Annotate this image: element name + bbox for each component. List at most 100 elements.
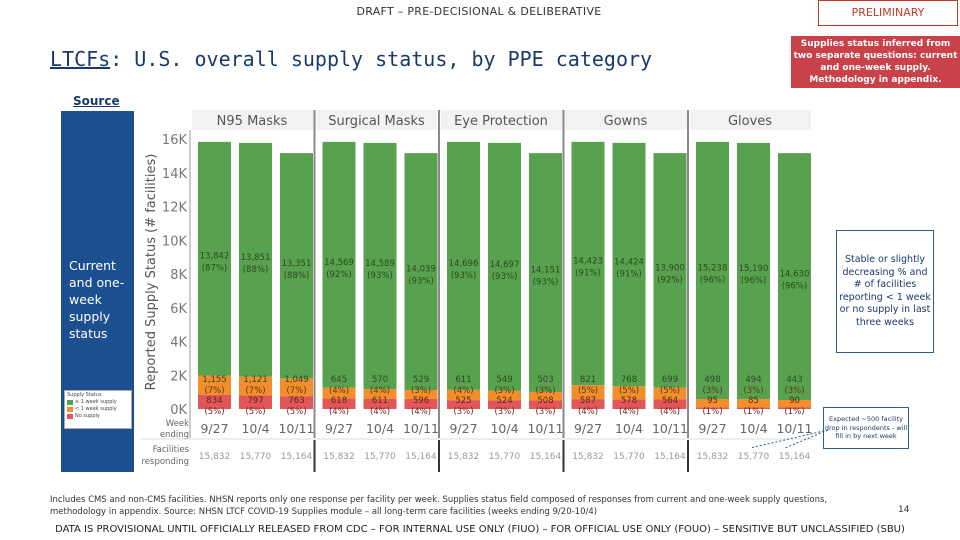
bar-red (198, 394, 231, 409)
stacked-bar-chart: Reported Supply Status (# facilities) 0K 2… (140, 110, 815, 472)
label-orange-value: 529 (413, 375, 429, 385)
bar-orange (612, 386, 646, 400)
week-tick: 9/27 (449, 421, 477, 436)
label-orange-value: 498 (704, 375, 720, 385)
bar-green (198, 141, 231, 376)
draft-banner: DRAFT – PRE-DECISIONAL & DELIBERATIVE (356, 5, 602, 18)
note-pointer-lines (749, 429, 829, 449)
facilities-label: Facilities (153, 445, 190, 455)
footnote: Includes CMS and non-CMS facilities. NHS… (50, 495, 828, 517)
stable-note-text: Stable or slightly decreasing % and # of… (839, 254, 931, 328)
bar-orange (571, 385, 605, 400)
week-tick: 9/27 (200, 421, 228, 436)
facilities-value: 15,164 (654, 452, 686, 462)
label-red-value: 611 (372, 396, 388, 406)
label-red-pct: (4%) (411, 407, 431, 417)
legend-item-green: ≥ 1 week supply (67, 399, 129, 405)
label-green-pct: (88%) (243, 265, 269, 275)
source-link[interactable]: Source (73, 94, 120, 108)
label-red-value: 763 (288, 396, 304, 406)
facilities-value: 15,832 (572, 452, 604, 462)
label-red-value: 797 (247, 396, 263, 406)
label-red-value: 90 (789, 396, 800, 406)
y-tick-label: 16K (162, 133, 188, 148)
week-tick: 10/4 (739, 421, 767, 436)
page-title: LTCFs: U.S. overall supply status, by PP… (50, 47, 652, 71)
label-red-value: 596 (413, 396, 429, 406)
bar-green (612, 142, 646, 387)
week-tick: 10/4 (241, 421, 269, 436)
label-orange-pct: (3%) (494, 386, 514, 396)
y-tick-label: 2K (170, 369, 187, 384)
methodology-callout-text: Supplies status inferred from two separa… (793, 39, 958, 85)
panel-header-bg (441, 110, 562, 130)
label-orange-pct: (7%) (286, 386, 306, 396)
label-green-pct: (91%) (575, 269, 601, 279)
label-red-value: 834 (206, 396, 222, 406)
bar-orange (239, 376, 272, 396)
label-orange-value: 494 (745, 375, 761, 385)
label-green-value: 14,697 (490, 260, 520, 270)
bar-red (612, 399, 646, 409)
label-green-pct: (92%) (657, 275, 683, 285)
label-orange-value: 1,121 (243, 375, 267, 385)
bar-orange (322, 387, 356, 399)
label-orange-pct: (3%) (535, 386, 555, 396)
legend: Supply Status ≥ 1 week supply < 1 week s… (64, 390, 132, 429)
label-red-pct: (4%) (370, 407, 390, 417)
methodology-callout: Supplies status inferred from two separa… (791, 36, 960, 88)
bar-red (696, 407, 729, 409)
bar-red (737, 407, 770, 409)
label-green-pct: (96%) (741, 276, 767, 286)
page-number: 14 (898, 505, 910, 515)
label-red-value: 564 (662, 396, 678, 406)
bar-red (363, 398, 397, 409)
label-red-value: 524 (496, 396, 512, 406)
week-tick: 9/27 (698, 421, 726, 436)
label-orange-value: 503 (537, 375, 553, 385)
label-green-value: 14,423 (573, 257, 603, 267)
label-orange-pct: (4%) (453, 386, 473, 396)
bar-red (404, 398, 438, 409)
week-tick: 10/11 (527, 421, 563, 436)
label-orange-pct: (4%) (329, 386, 349, 396)
bar-green (488, 142, 521, 391)
label-orange-value: 611 (455, 375, 471, 385)
label-orange-value: 699 (662, 375, 678, 385)
label-red-value: 508 (537, 396, 553, 406)
bar-orange (198, 375, 231, 395)
label-green-pct: (88%) (284, 271, 310, 281)
title-ltcfs-link[interactable]: LTCFs (50, 47, 111, 71)
facilities-value: 15,770 (364, 452, 396, 462)
week-tick: 10/11 (278, 421, 314, 436)
label-red-pct: (1%) (702, 407, 722, 417)
bar-orange (447, 389, 480, 401)
label-orange-pct: (5%) (660, 386, 680, 396)
label-orange-value: 768 (621, 375, 637, 385)
label-green-value: 14,630 (780, 270, 810, 280)
panel-header-bg (565, 110, 687, 130)
panel-header-2: Eye Protection (454, 114, 548, 129)
label-orange-pct: (3%) (702, 386, 722, 396)
y-tick-label: 10K (162, 234, 188, 249)
week-tick: 9/27 (574, 421, 602, 436)
label-green-pct: (96%) (782, 282, 808, 292)
label-red-pct: (3%) (535, 407, 555, 417)
facilities-value: 15,164 (779, 452, 811, 462)
week-tick: 10/4 (366, 421, 394, 436)
label-red-pct: (1%) (784, 407, 804, 417)
facilities-value: 15,832 (448, 452, 480, 462)
bar-green (696, 141, 729, 399)
facilities-value: 15,770 (489, 452, 521, 462)
label-green-value: 14,589 (365, 259, 395, 269)
label-green-pct: (92%) (326, 270, 352, 280)
y-axis-label: Reported Supply Status (# facilities) (144, 154, 159, 391)
bar-orange (488, 390, 521, 401)
bar-green (447, 141, 480, 390)
panel-header-4: Gloves (728, 114, 772, 129)
label-green-pct: (96%) (700, 275, 726, 285)
stable-note: Stable or slightly decreasing % and # of… (836, 230, 934, 353)
week-label: Week (166, 419, 189, 429)
panel-header-bg (316, 110, 438, 130)
label-green-value: 14,696 (449, 259, 479, 269)
